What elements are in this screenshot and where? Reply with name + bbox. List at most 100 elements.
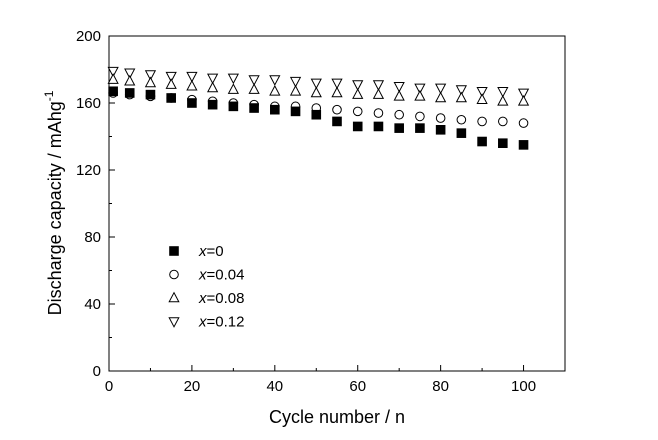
x-tick-label: 40	[266, 378, 283, 395]
series-0	[108, 86, 529, 150]
data-point	[352, 121, 363, 132]
data-point	[331, 86, 343, 98]
data-point	[352, 106, 363, 117]
data-point	[331, 78, 343, 90]
data-point	[435, 91, 447, 103]
data-point	[186, 79, 198, 91]
data-point	[187, 98, 197, 108]
data-point	[310, 78, 322, 90]
legend-label: x=0.04	[198, 267, 244, 284]
legend-label-value: =0	[207, 243, 224, 260]
data-point	[394, 109, 404, 120]
data-point	[497, 94, 509, 106]
data-point	[290, 106, 301, 117]
data-point	[476, 86, 488, 98]
y-tick-label: 0	[93, 363, 101, 380]
series-2	[107, 73, 530, 106]
data-point	[415, 111, 425, 122]
data-point	[248, 83, 260, 94]
data-point	[289, 76, 302, 88]
x-tick-label: 100	[511, 378, 536, 395]
legend-label-value: =0.08	[207, 290, 245, 307]
series-layer	[107, 66, 530, 150]
legend-label: x=0.08	[198, 290, 244, 307]
y-axis-title: Discharge capacity / mAhg-1	[42, 90, 65, 315]
data-point	[269, 75, 281, 86]
legend-label-variable: x	[198, 314, 207, 331]
data-point	[518, 140, 529, 150]
data-point	[414, 83, 426, 95]
legend-label-variable: x	[198, 290, 207, 307]
data-point	[393, 81, 405, 93]
data-point	[456, 128, 467, 138]
y-axis-title-superscript: -1	[42, 90, 56, 101]
data-point	[145, 89, 156, 100]
data-point	[332, 104, 342, 115]
x-tick-label: 80	[432, 378, 449, 395]
x-tick-label: 20	[184, 378, 201, 395]
data-point	[456, 114, 467, 125]
data-point	[455, 91, 467, 103]
legend-marker	[168, 317, 180, 328]
data-point	[498, 116, 508, 127]
data-point	[435, 83, 447, 95]
data-point	[372, 88, 385, 99]
data-point	[477, 136, 487, 147]
y-tick-label: 200	[76, 28, 101, 45]
data-point	[373, 121, 384, 132]
legend-label: x=0	[198, 243, 224, 260]
legend-label-variable: x	[198, 267, 207, 284]
data-point	[144, 76, 157, 88]
data-point	[107, 66, 119, 78]
data-point	[166, 93, 176, 103]
axis-ticks: 0 20 40 60 80 100 0 40 80 120 160 200	[76, 28, 536, 395]
data-point	[455, 85, 467, 96]
data-point	[107, 73, 119, 84]
data-point	[165, 78, 177, 89]
y-tick-label: 80	[84, 229, 101, 246]
legend: x=0x=0.04x=0.08x=0.12	[168, 243, 244, 331]
legend-label-value: =0.04	[207, 267, 245, 284]
data-point	[435, 113, 446, 123]
data-point	[249, 103, 259, 113]
data-point	[352, 80, 364, 91]
series-3	[107, 66, 530, 100]
data-point	[310, 86, 322, 98]
data-point	[270, 104, 280, 115]
data-point	[477, 116, 487, 127]
data-point	[332, 116, 342, 127]
legend-marker	[168, 291, 180, 303]
data-point	[311, 109, 322, 120]
x-tick-label: 60	[349, 378, 366, 395]
y-axis-title-main: Discharge capacity / mAhg	[45, 101, 65, 315]
data-point	[517, 88, 530, 100]
legend-label-value: =0.12	[207, 314, 245, 331]
data-point	[228, 101, 239, 112]
data-point	[415, 123, 425, 133]
legend-label-variable: x	[198, 243, 207, 260]
data-point	[289, 84, 302, 96]
data-point	[352, 88, 364, 99]
data-point	[373, 108, 384, 118]
y-tick-label: 40	[84, 296, 101, 313]
data-point	[227, 83, 239, 94]
data-point	[124, 68, 136, 80]
data-point	[124, 88, 135, 98]
data-point	[144, 70, 157, 81]
data-point	[165, 71, 177, 83]
data-point	[393, 89, 405, 101]
y-tick-label: 120	[76, 162, 101, 179]
data-point	[227, 73, 239, 85]
data-point	[517, 94, 530, 106]
data-point	[108, 86, 118, 97]
legend-marker	[169, 246, 179, 256]
y-tick-label: 160	[76, 95, 101, 112]
x-axis-title: Cycle number / n	[269, 407, 405, 427]
data-point	[186, 71, 198, 83]
x-tick-label: 0	[105, 378, 113, 395]
legend-label: x=0.12	[198, 314, 244, 331]
data-point	[498, 138, 508, 148]
data-point	[372, 80, 385, 91]
data-point	[497, 86, 509, 98]
